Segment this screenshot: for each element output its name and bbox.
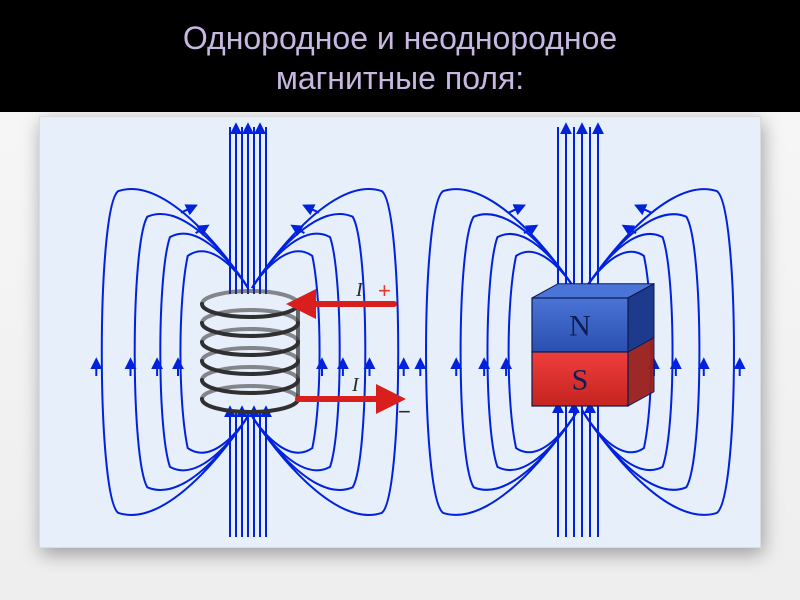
svg-text:S: S	[572, 364, 589, 397]
svg-text:−: −	[398, 399, 411, 424]
svg-text:N: N	[569, 310, 591, 343]
magnetic-field-diagram: I + I − NS	[40, 117, 760, 547]
svg-text:+: +	[378, 278, 391, 303]
svg-text:I: I	[355, 279, 364, 301]
slide-title: Однородное и неоднородное магнитные поля…	[0, 18, 800, 98]
figure-wrap: I + I − NS	[0, 112, 800, 600]
svg-text:I: I	[351, 374, 360, 396]
title-block: Однородное и неоднородное магнитные поля…	[0, 0, 800, 112]
slide: Однородное и неоднородное магнитные поля…	[0, 0, 800, 600]
figure-card: I + I − NS	[39, 116, 761, 548]
